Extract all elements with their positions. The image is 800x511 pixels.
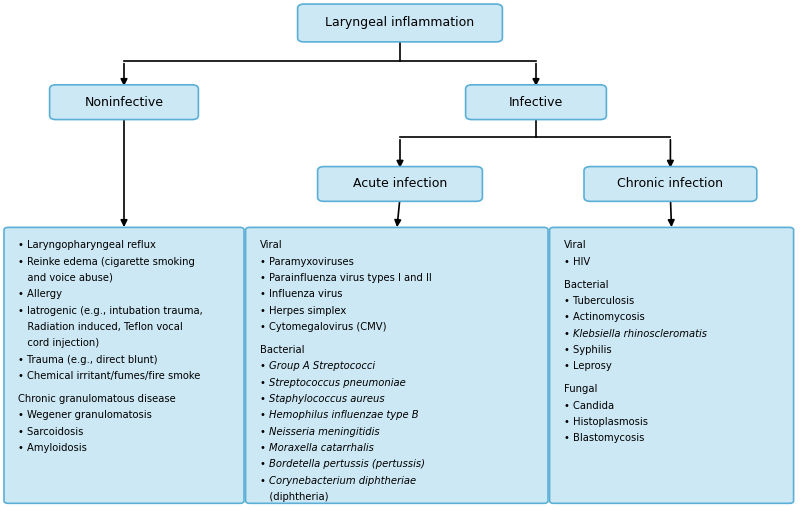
Text: • Histoplasmosis: • Histoplasmosis	[564, 417, 648, 427]
Text: • Parainfluenza virus types I and II: • Parainfluenza virus types I and II	[260, 273, 432, 283]
Text: • Actinomycosis: • Actinomycosis	[564, 312, 645, 322]
Text: Fungal: Fungal	[564, 384, 598, 394]
Text: • Chemical irritant/fumes/fire smoke: • Chemical irritant/fumes/fire smoke	[18, 371, 201, 381]
Text: • Wegener granulomatosis: • Wegener granulomatosis	[18, 410, 152, 421]
Text: • Paramyxoviruses: • Paramyxoviruses	[260, 257, 354, 267]
Text: • Amyloidosis: • Amyloidosis	[18, 443, 87, 453]
Text: • Laryngopharyngeal reflux: • Laryngopharyngeal reflux	[18, 240, 156, 250]
FancyBboxPatch shape	[584, 167, 757, 201]
Text: • Reinke edema (cigarette smoking: • Reinke edema (cigarette smoking	[18, 257, 195, 267]
Text: and voice abuse): and voice abuse)	[18, 273, 114, 283]
Text: Noninfective: Noninfective	[85, 96, 163, 109]
Text: (diphtheria): (diphtheria)	[260, 492, 329, 502]
Text: • Leprosy: • Leprosy	[564, 361, 612, 371]
Text: Bacterial: Bacterial	[260, 345, 305, 355]
Text: • Group A Streptococci: • Group A Streptococci	[260, 361, 375, 371]
Text: • Bordetella pertussis (pertussis): • Bordetella pertussis (pertussis)	[260, 459, 425, 470]
Text: Radiation induced, Teflon vocal: Radiation induced, Teflon vocal	[18, 322, 183, 332]
Text: • Trauma (e.g., direct blunt): • Trauma (e.g., direct blunt)	[18, 355, 158, 365]
FancyBboxPatch shape	[4, 227, 244, 503]
FancyBboxPatch shape	[318, 167, 482, 201]
Text: • Syphilis: • Syphilis	[564, 345, 612, 355]
Text: • Tuberculosis: • Tuberculosis	[564, 296, 634, 306]
Text: • Staphylococcus aureus: • Staphylococcus aureus	[260, 394, 385, 404]
Text: Viral: Viral	[564, 240, 586, 250]
Text: • Herpes simplex: • Herpes simplex	[260, 306, 346, 316]
FancyBboxPatch shape	[550, 227, 794, 503]
Text: • Iatrogenic (e.g., intubation trauma,: • Iatrogenic (e.g., intubation trauma,	[18, 306, 203, 316]
Text: • Allergy: • Allergy	[18, 289, 62, 299]
Text: • Klebsiella rhinoscleromatis: • Klebsiella rhinoscleromatis	[564, 329, 707, 339]
Text: • Candida: • Candida	[564, 401, 614, 411]
Text: • Sarcoidosis: • Sarcoidosis	[18, 427, 84, 437]
Text: • Influenza virus: • Influenza virus	[260, 289, 342, 299]
Text: • HIV: • HIV	[564, 257, 590, 267]
Text: • Hemophilus influenzae type B: • Hemophilus influenzae type B	[260, 410, 418, 421]
Text: Viral: Viral	[260, 240, 282, 250]
FancyBboxPatch shape	[466, 85, 606, 120]
Text: • Corynebacterium diphtheriae: • Corynebacterium diphtheriae	[260, 476, 416, 486]
Text: Acute infection: Acute infection	[353, 177, 447, 191]
Text: Chronic granulomatous disease: Chronic granulomatous disease	[18, 394, 176, 404]
Text: Chronic infection: Chronic infection	[618, 177, 723, 191]
Text: Laryngeal inflammation: Laryngeal inflammation	[326, 16, 474, 30]
Text: • Moraxella catarrhalis: • Moraxella catarrhalis	[260, 443, 374, 453]
Text: Bacterial: Bacterial	[564, 280, 609, 290]
FancyBboxPatch shape	[298, 4, 502, 42]
Text: • Cytomegalovirus (CMV): • Cytomegalovirus (CMV)	[260, 322, 386, 332]
Text: cord injection): cord injection)	[18, 338, 99, 349]
Text: • Neisseria meningitidis: • Neisseria meningitidis	[260, 427, 380, 437]
FancyBboxPatch shape	[50, 85, 198, 120]
Text: Infective: Infective	[509, 96, 563, 109]
FancyBboxPatch shape	[246, 227, 548, 503]
Text: • Streptococcus pneumoniae: • Streptococcus pneumoniae	[260, 378, 406, 388]
Text: • Blastomycosis: • Blastomycosis	[564, 433, 644, 444]
